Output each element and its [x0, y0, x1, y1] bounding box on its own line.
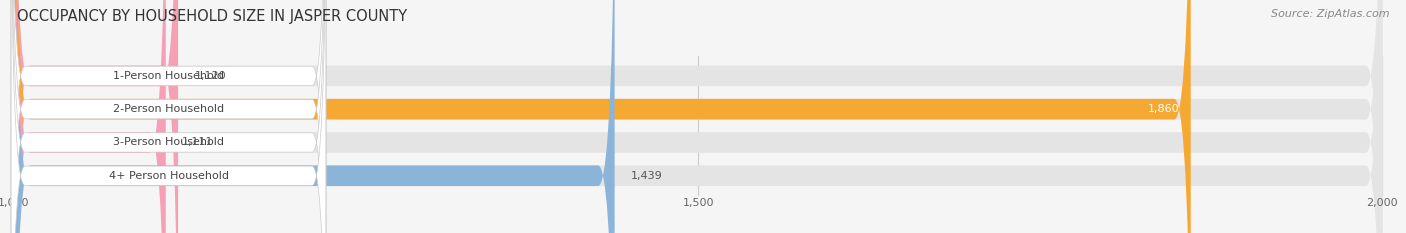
FancyBboxPatch shape	[11, 0, 326, 233]
Text: OCCUPANCY BY HOUSEHOLD SIZE IN JASPER COUNTY: OCCUPANCY BY HOUSEHOLD SIZE IN JASPER CO…	[17, 9, 406, 24]
Text: 2-Person Household: 2-Person Household	[112, 104, 224, 114]
Text: 3-Person Household: 3-Person Household	[112, 137, 224, 147]
Text: 1,860: 1,860	[1149, 104, 1180, 114]
FancyBboxPatch shape	[14, 0, 1191, 233]
FancyBboxPatch shape	[14, 0, 1382, 233]
FancyBboxPatch shape	[11, 0, 326, 233]
Text: 1-Person Household: 1-Person Household	[112, 71, 224, 81]
Text: Source: ZipAtlas.com: Source: ZipAtlas.com	[1271, 9, 1389, 19]
FancyBboxPatch shape	[14, 0, 614, 233]
FancyBboxPatch shape	[14, 0, 1382, 233]
FancyBboxPatch shape	[14, 0, 1382, 233]
FancyBboxPatch shape	[14, 0, 179, 233]
Text: 4+ Person Household: 4+ Person Household	[108, 171, 229, 181]
FancyBboxPatch shape	[11, 0, 326, 233]
FancyBboxPatch shape	[14, 0, 1382, 233]
FancyBboxPatch shape	[14, 0, 166, 233]
Text: 1,111: 1,111	[183, 137, 214, 147]
Text: 1,120: 1,120	[194, 71, 226, 81]
Text: 1,439: 1,439	[631, 171, 662, 181]
FancyBboxPatch shape	[11, 0, 326, 233]
